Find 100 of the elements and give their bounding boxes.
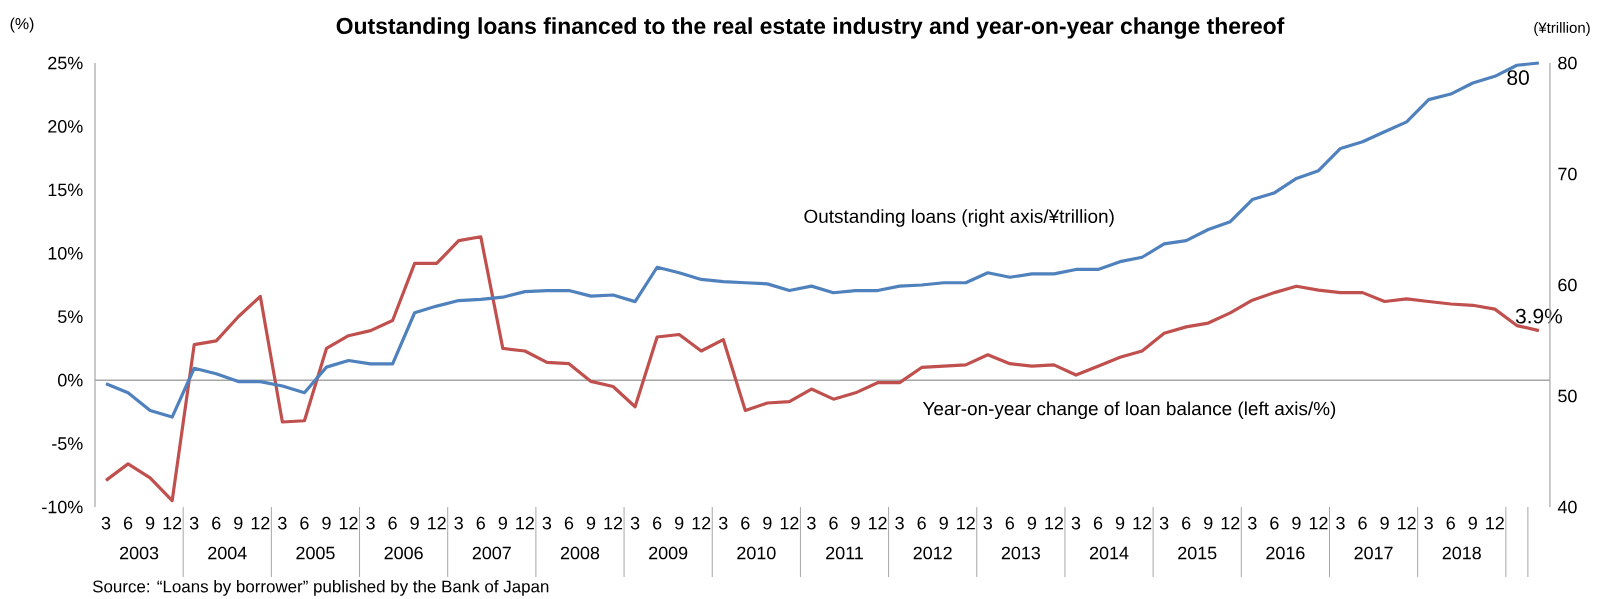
x-tick-label: 3: [454, 516, 463, 530]
x-tick-label: 6: [123, 516, 133, 530]
x-tick-label: 6: [1358, 516, 1367, 530]
x-tick-label: 12: [1221, 516, 1240, 530]
source-note: Source: “Loans by borrower” published by the Bank of Japan: [92, 580, 549, 596]
y-tick-label: 5%: [58, 310, 83, 324]
x-tick-label: 6: [388, 516, 397, 530]
text: 2008: [560, 546, 600, 560]
x-tick-label: 9: [1027, 516, 1037, 530]
y2-tick-label: 70: [1558, 167, 1577, 181]
x-tick-label: 9: [322, 516, 331, 530]
x-tick-label: 6: [1446, 516, 1455, 530]
series-label: Outstanding loans (right axis/¥trillion): [804, 209, 1114, 227]
data-label: 3.9%: [1515, 308, 1563, 324]
y2-tick-label: 40: [1557, 500, 1577, 514]
text: 2015: [1178, 546, 1217, 560]
x-tick-label: 12: [1486, 516, 1504, 530]
x-tick-label: 9: [851, 516, 860, 530]
x-tick-label: 9: [1204, 516, 1213, 530]
x-tick-label: 3: [366, 516, 375, 530]
text: 2010: [737, 546, 776, 560]
x-tick-label: 9: [1468, 516, 1477, 530]
x-tick-label: 12: [339, 516, 358, 530]
x-tick-label: 6: [476, 516, 485, 530]
x-tick-label: 3: [101, 516, 111, 530]
y2-tick-label: 50: [1558, 389, 1577, 403]
text: 2004: [208, 546, 247, 560]
x-tick-label: 9: [763, 516, 772, 530]
y-tick-label: -10%: [42, 500, 83, 514]
text: 2005: [296, 546, 335, 560]
x-tick-label: 3: [278, 516, 287, 530]
x-tick-label: 9: [498, 516, 507, 530]
x-tick-label: 3: [1336, 516, 1345, 530]
text: 2003: [120, 546, 159, 560]
x-tick-label: 12: [428, 516, 446, 530]
x-tick-label: 6: [300, 516, 309, 530]
x-tick-label: 12: [868, 516, 887, 530]
y-tick-label: 25%: [48, 56, 83, 70]
x-tick-label: 12: [780, 516, 799, 530]
x-tick-label: 9: [410, 516, 419, 530]
x-tick-label: 3: [807, 516, 816, 530]
text: 2006: [384, 546, 423, 560]
y-tick-label: 20%: [48, 120, 83, 133]
x-tick-label: 6: [1005, 516, 1015, 530]
chart-title: Outstanding loans financed to the real estate industry and year-on-year change thereof: [336, 17, 1285, 39]
x-tick-label: 9: [1380, 516, 1389, 530]
x-tick-label: 3: [1071, 516, 1081, 530]
y2-tick-label: 80: [1558, 56, 1577, 70]
x-tick-label: 3: [1248, 516, 1257, 530]
x-tick-label: 9: [939, 516, 948, 530]
x-tick-label: 9: [1115, 516, 1125, 530]
x-tick-label: 3: [542, 516, 552, 530]
text: 2016: [1266, 546, 1305, 560]
x-tick-label: 12: [957, 516, 975, 530]
x-tick-label: 6: [653, 516, 662, 530]
text: 2013: [1001, 546, 1041, 560]
x-tick-label: 3: [895, 516, 904, 530]
series-label: Year-on-year change of loan balance (left axis/%): [922, 401, 1336, 420]
x-tick-label: 6: [1182, 516, 1191, 530]
x-tick-label: 6: [829, 516, 838, 530]
x-tick-label: 9: [145, 516, 155, 530]
text: 2007: [472, 546, 511, 560]
y2-tick-label: 60: [1558, 278, 1577, 292]
x-tick-label: 9: [586, 516, 596, 530]
x-tick-label: 9: [234, 516, 243, 530]
x-tick-label: 9: [1292, 516, 1301, 530]
x-tick-label: 6: [1093, 516, 1103, 530]
x-tick-label: 3: [983, 516, 992, 530]
x-tick-label: 6: [917, 516, 926, 530]
y-tick-label: 0%: [58, 373, 83, 387]
text: 2017: [1354, 546, 1393, 560]
x-tick-label: 6: [741, 516, 750, 530]
y-axis-title: (%): [10, 17, 34, 33]
x-tick-label: 12: [1133, 516, 1152, 530]
text: 2012: [913, 546, 952, 560]
y-tick-label: 10%: [48, 246, 83, 260]
x-tick-label: 12: [163, 516, 182, 530]
y-tick-label: 15%: [48, 183, 83, 197]
x-tick-label: 3: [189, 516, 199, 530]
y2-axis-title: (¥trillion): [1534, 22, 1590, 36]
x-tick-label: 3: [1159, 516, 1169, 530]
x-tick-label: 6: [564, 516, 574, 530]
x-tick-label: 12: [516, 516, 534, 530]
y-tick-label: -5%: [52, 437, 83, 450]
x-tick-label: 12: [604, 516, 623, 530]
x-tick-label: 12: [1045, 516, 1064, 530]
x-tick-label: 9: [675, 516, 684, 530]
x-tick-label: 6: [1270, 516, 1279, 530]
x-tick-label: 3: [1424, 516, 1433, 530]
x-tick-label: 3: [718, 516, 728, 530]
x-tick-label: 6: [212, 516, 221, 530]
text: 2009: [649, 546, 688, 560]
text: 2011: [826, 546, 863, 560]
x-tick-label: 12: [1398, 516, 1416, 530]
x-tick-label: 3: [630, 516, 640, 530]
text: 2018: [1442, 546, 1481, 560]
x-tick-label: 12: [692, 516, 711, 530]
x-tick-label: 12: [1309, 516, 1328, 530]
text: 2014: [1090, 546, 1129, 560]
data-label: 80: [1507, 70, 1529, 86]
